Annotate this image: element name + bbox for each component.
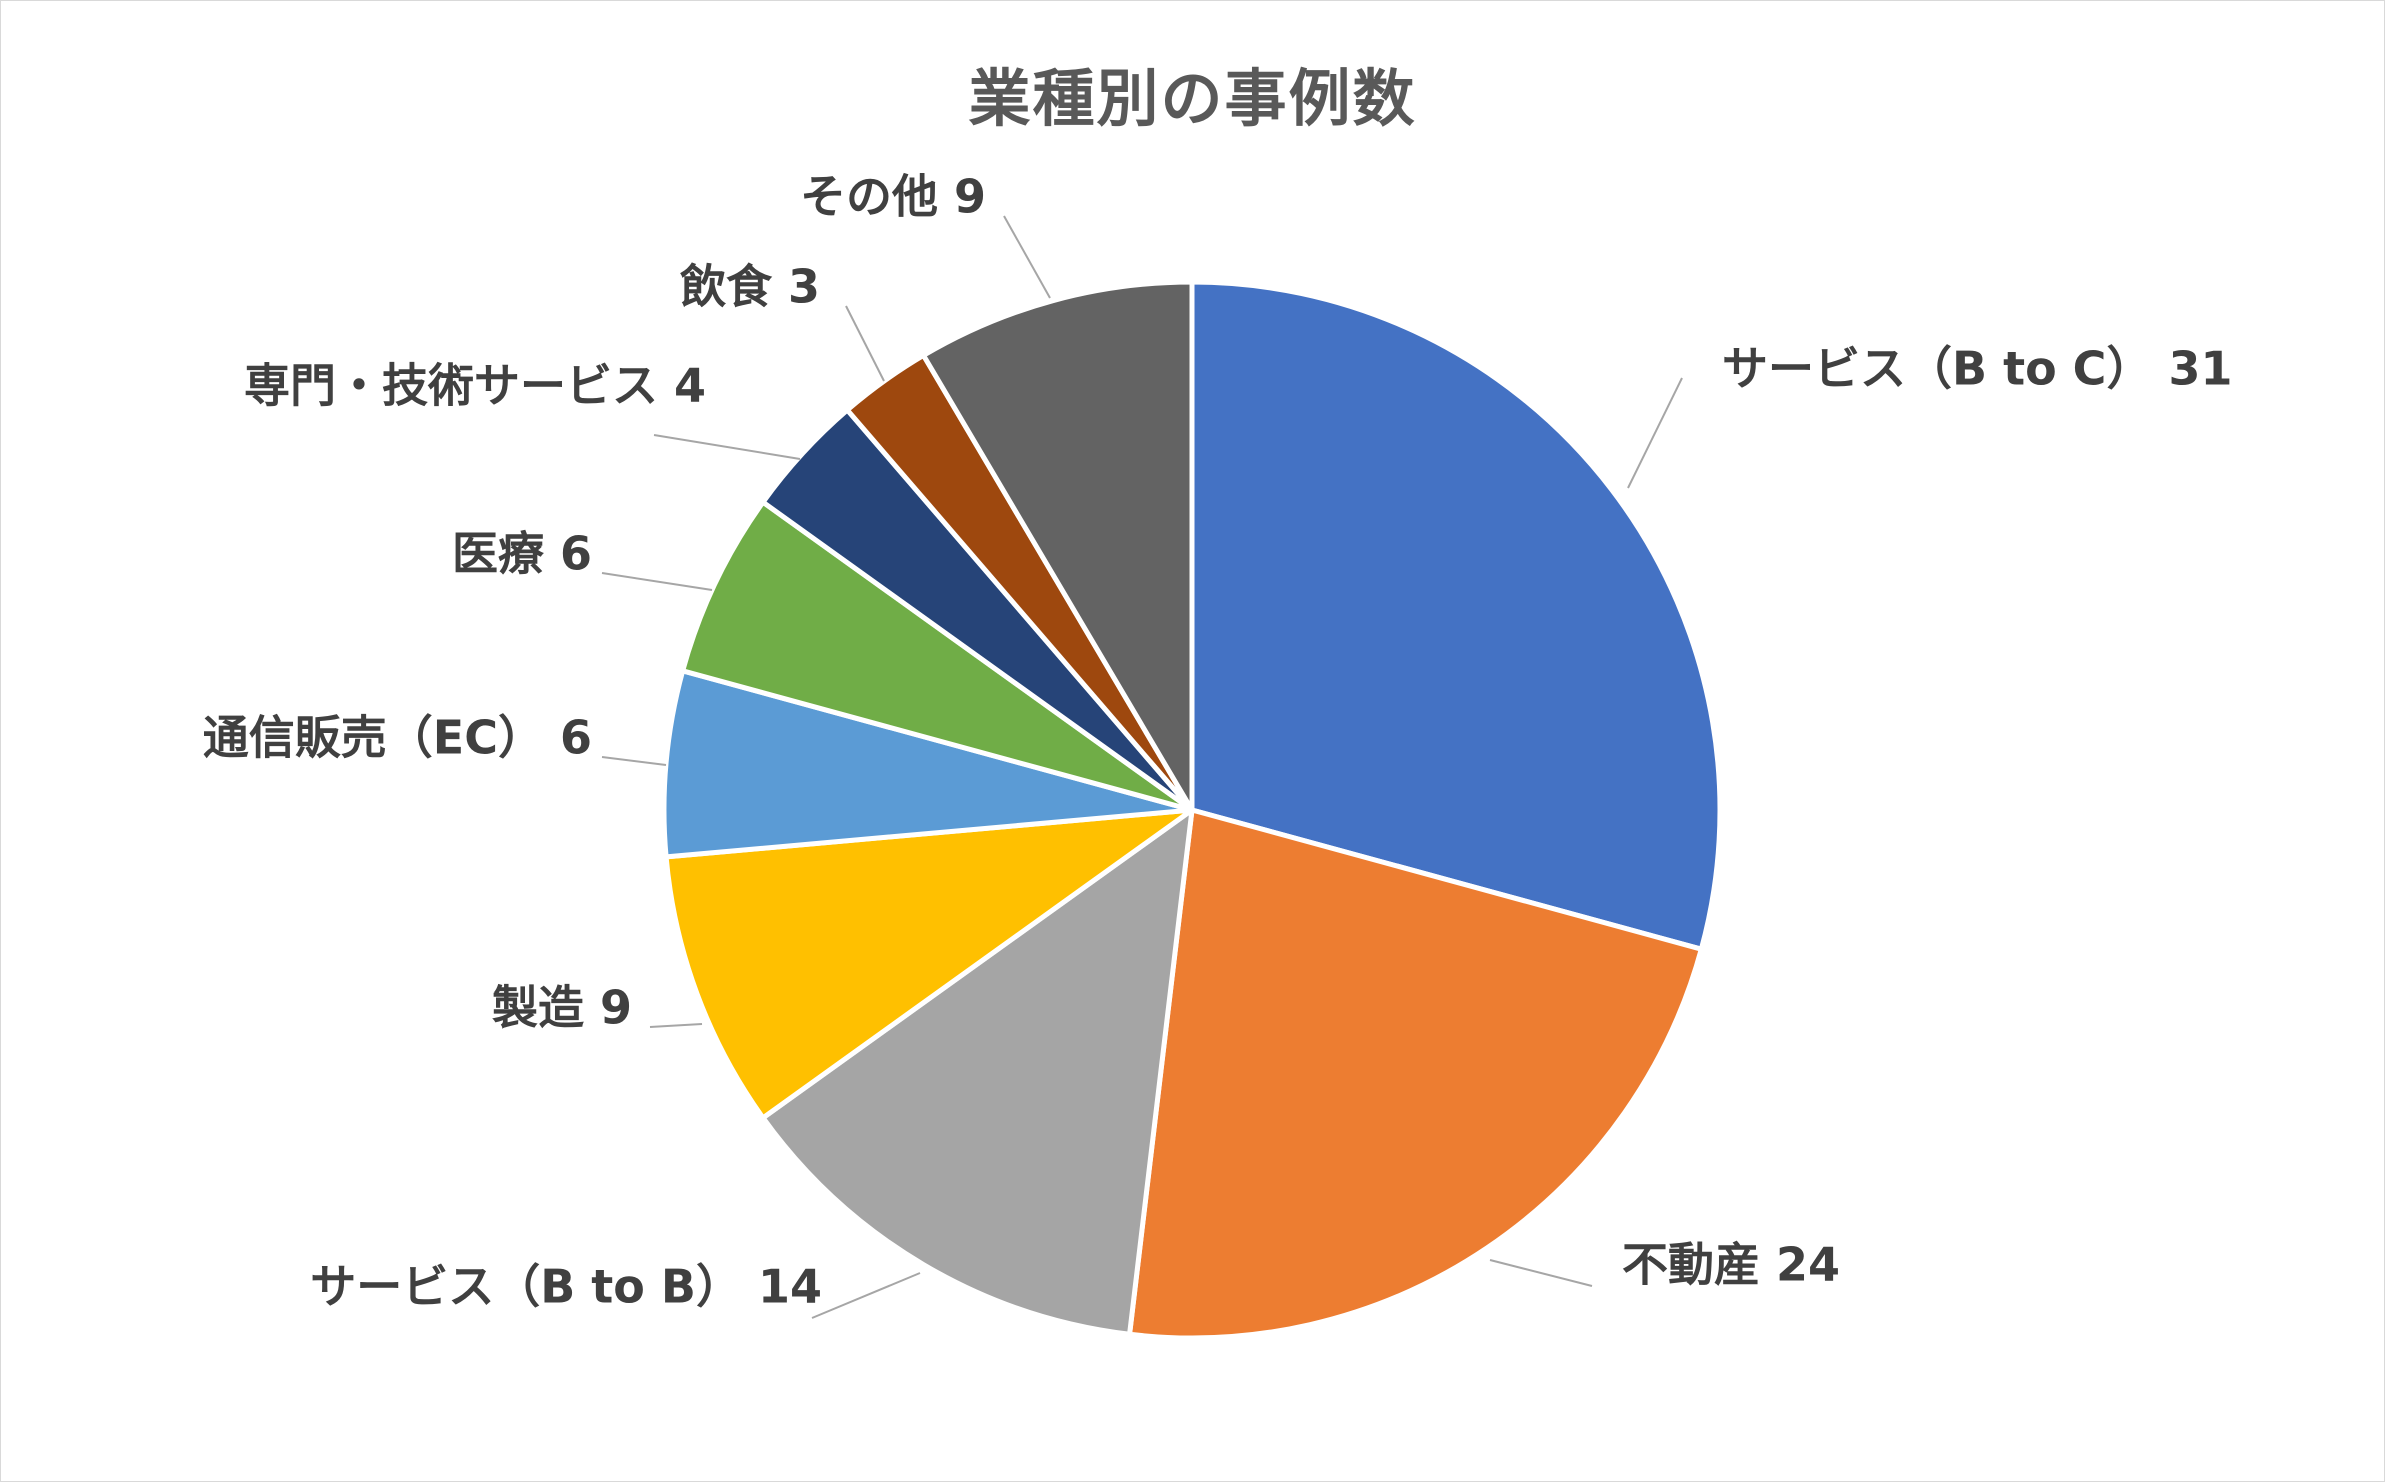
leader-line-2 <box>1489 1259 1593 1287</box>
leader-line-5 <box>601 756 667 766</box>
leader-line-1 <box>1627 377 1683 489</box>
pie-slice-1 <box>1189 279 1723 952</box>
data-label-6: 医療 6 <box>452 527 592 581</box>
data-label-2: 不動産 24 <box>1622 1238 1840 1292</box>
leader-line-4 <box>649 1023 703 1028</box>
pie-slice-4 <box>663 807 1195 1121</box>
pie-slice-9 <box>920 279 1195 813</box>
leader-line-7 <box>653 434 801 460</box>
data-label-5: 通信販売（EC） 6 <box>203 711 592 765</box>
data-label-1: サービス（B to C） 31 <box>1722 342 2232 396</box>
data-label-3: サービス（B to B） 14 <box>310 1260 822 1314</box>
leader-line-6 <box>601 572 713 591</box>
data-label-8: 飲食 3 <box>680 260 820 314</box>
data-label-4: 製造 9 <box>492 981 632 1035</box>
data-label-9: その他 9 <box>800 170 986 224</box>
pie-slice-5 <box>661 668 1195 860</box>
leader-line-8 <box>845 305 885 382</box>
pie-slice-2 <box>1127 807 1704 1341</box>
pie-slice-6 <box>680 499 1195 813</box>
data-label-7: 専門・技術サービス 4 <box>244 359 706 413</box>
pie-slice-3 <box>760 807 1195 1337</box>
leader-line-3 <box>811 1272 921 1319</box>
leader-line-9 <box>1003 215 1051 299</box>
chart-title: 業種別の事例数 <box>968 62 1417 135</box>
